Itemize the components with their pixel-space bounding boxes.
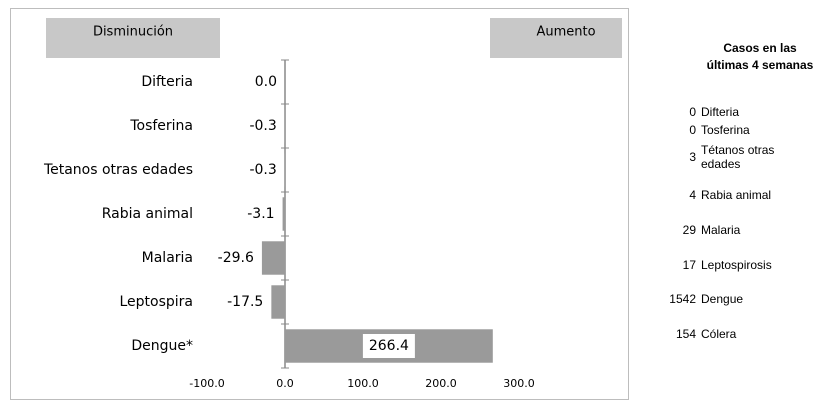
table-row: 4 Rabia animal: [640, 188, 810, 202]
disease-name: Tosferina: [701, 123, 750, 137]
category-label: Tosferina: [129, 118, 193, 134]
label-box: [362, 334, 415, 358]
x-tick-label: -100.0: [189, 377, 224, 390]
value-label: -3.1: [247, 206, 274, 222]
disease-name: Dengue: [701, 292, 744, 306]
table-title: Casos en las últimas 4 semanas: [706, 41, 814, 72]
disease-name: Tétanos otras edades: [701, 143, 775, 171]
annotation-box: [490, 18, 622, 58]
table-row: 29 Malaria: [640, 223, 810, 237]
annotation: Disminución: [93, 25, 173, 40]
category-label: Difteria: [141, 74, 193, 90]
x-tick-label: 200.0: [425, 377, 457, 390]
value-label: -0.3: [249, 162, 276, 178]
value-label: 266.4: [369, 338, 409, 354]
case-count: 29: [682, 223, 696, 237]
table-row: 154 Cólera: [640, 327, 810, 341]
value-label: -0.3: [249, 118, 276, 134]
bar: [282, 197, 285, 231]
bar: [271, 285, 285, 319]
bar: [261, 241, 285, 275]
category-label: Leptospira: [119, 294, 193, 310]
disease-name: Difteria: [701, 105, 740, 119]
value-label: -17.5: [227, 294, 263, 310]
case-count: 154: [675, 327, 696, 341]
disease-name: Malaria: [701, 223, 741, 237]
table-row: 17 Leptospirosis: [640, 258, 810, 272]
value-label: -29.6: [218, 250, 254, 266]
x-tick-label: 100.0: [347, 377, 379, 390]
case-count: 1542: [669, 292, 696, 306]
disease-name: Cólera: [701, 327, 737, 341]
table-row: 0 Tosferina: [640, 123, 810, 137]
case-count: 0: [689, 123, 696, 137]
disease-name: Rabia animal: [701, 188, 772, 202]
value-label: 0.0: [255, 74, 277, 90]
annotation-box: [46, 18, 220, 58]
category-label: Tetanos otras edades: [43, 162, 193, 178]
category-label: Dengue*: [131, 338, 193, 354]
table-row: 0 Difteria: [640, 105, 810, 119]
annotation: Aumento: [536, 25, 595, 40]
case-count: 17: [682, 258, 696, 272]
case-count: 3: [689, 150, 696, 164]
case-count: 0: [689, 105, 696, 119]
disease-name: Leptospirosis: [701, 258, 772, 272]
category-label: Rabia animal: [102, 206, 193, 222]
table-row: 3 Tétanos otras edades: [640, 143, 810, 171]
x-tick-label: 300.0: [503, 377, 535, 390]
x-tick-label: 0.0: [276, 377, 294, 390]
category-label: Malaria: [142, 250, 193, 266]
table-row: 1542 Dengue: [640, 292, 810, 306]
case-count: 4: [689, 188, 696, 202]
